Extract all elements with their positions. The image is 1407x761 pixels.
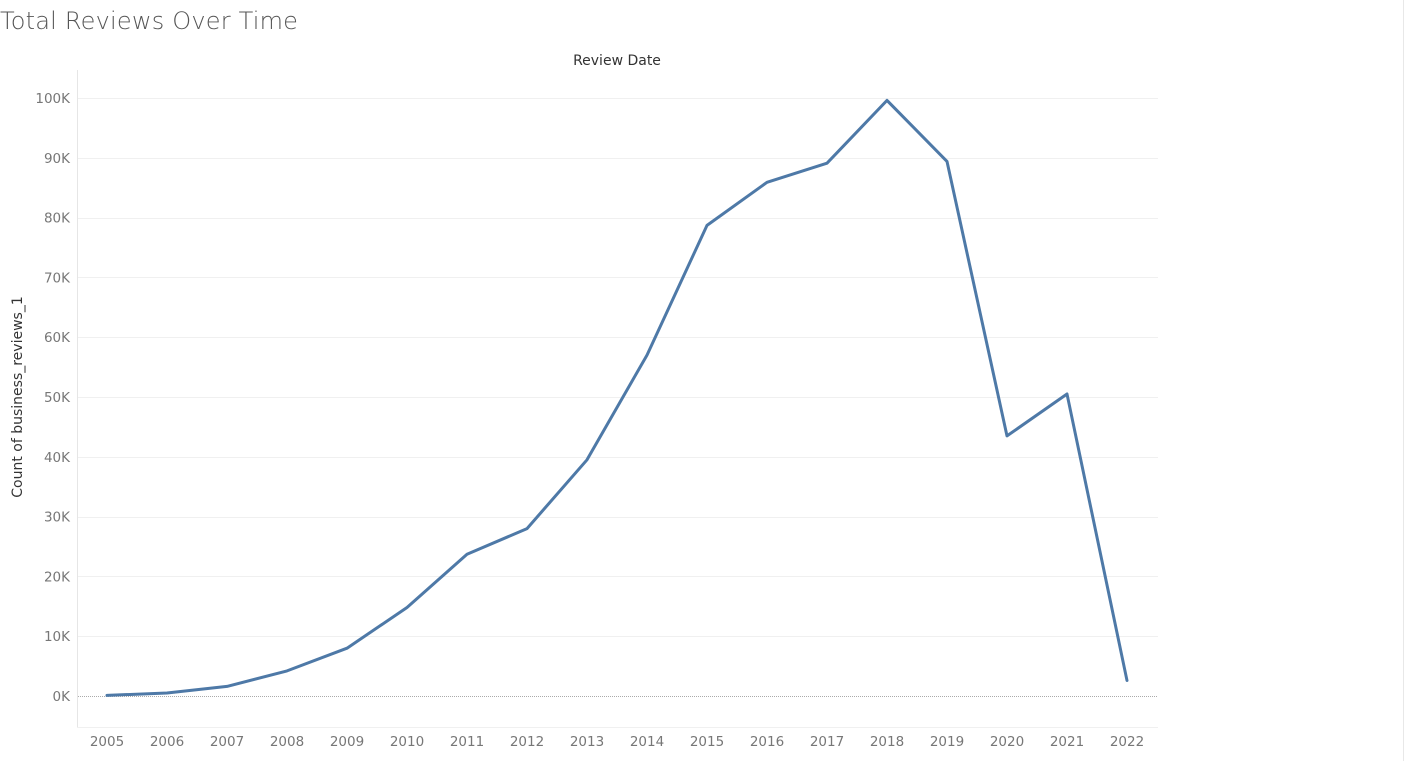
x-tick-label: 2019 xyxy=(930,734,964,750)
y-axis-title: Count of business_reviews_1 xyxy=(10,296,26,498)
x-tick-label: 2017 xyxy=(810,734,844,750)
x-tick-label: 2016 xyxy=(750,734,784,750)
y-tick-labels: 0K 10K 20K 30K 40K 50K 60K 70K 80K 90K 100K xyxy=(35,91,71,705)
chart-title: Total Reviews Over Time xyxy=(0,7,299,35)
y-tick-label: 80K xyxy=(44,211,71,227)
x-tick-label: 2006 xyxy=(150,734,184,750)
y-tick-label: 90K xyxy=(44,151,71,167)
panel-divider xyxy=(1403,0,1404,761)
series-lines xyxy=(105,98,1129,697)
y-tick-label: 10K xyxy=(44,629,71,645)
x-tick-labels: 2005 2006 2007 2008 2009 2010 2011 2012 2013 2014… xyxy=(90,734,1144,750)
x-tick-label: 2021 xyxy=(1050,734,1084,750)
x-axis-title: Review Date xyxy=(573,53,661,69)
y-tick-label: 0K xyxy=(53,689,72,705)
series-line xyxy=(105,98,1129,697)
gridlines xyxy=(78,98,1158,697)
axes xyxy=(77,70,1158,728)
x-tick-label: 2014 xyxy=(630,734,664,750)
x-tick-label: 2011 xyxy=(450,734,484,750)
y-tick-label: 60K xyxy=(44,330,71,346)
x-tick-label: 2022 xyxy=(1110,734,1144,750)
x-tick-label: 2015 xyxy=(690,734,724,750)
y-tick-label: 70K xyxy=(44,270,71,286)
x-tick-label: 2010 xyxy=(390,734,424,750)
x-tick-label: 2005 xyxy=(90,734,124,750)
y-tick-label: 100K xyxy=(35,91,71,107)
y-tick-label: 50K xyxy=(44,390,71,406)
x-tick-label: 2020 xyxy=(990,734,1024,750)
x-tick-label: 2009 xyxy=(330,734,364,750)
y-tick-label: 30K xyxy=(44,510,71,526)
x-tick-label: 2008 xyxy=(270,734,304,750)
y-tick-label: 20K xyxy=(44,569,71,585)
x-tick-label: 2007 xyxy=(210,734,244,750)
x-tick-label: 2013 xyxy=(570,734,604,750)
y-tick-label: 40K xyxy=(44,450,71,466)
x-tick-label: 2018 xyxy=(870,734,904,750)
x-tick-label: 2012 xyxy=(510,734,544,750)
